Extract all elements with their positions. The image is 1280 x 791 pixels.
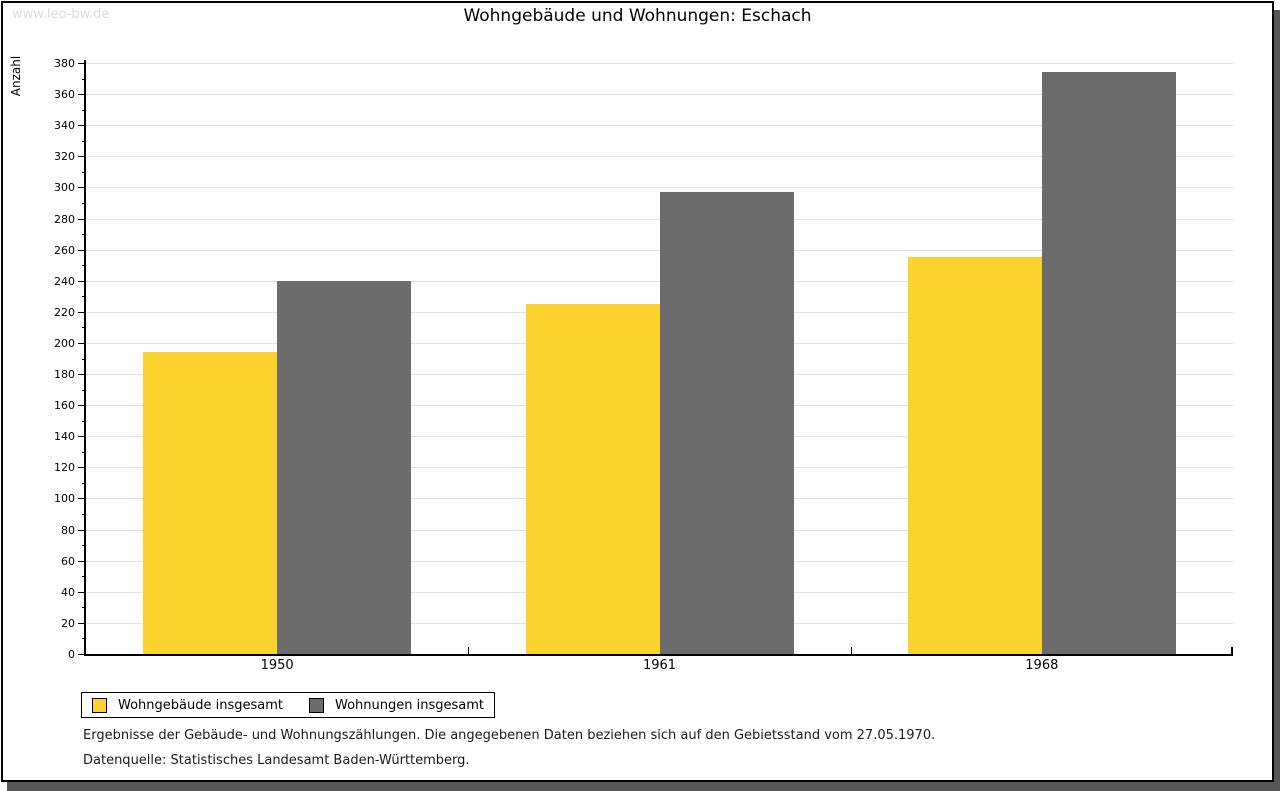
y-axis-title: Anzahl (9, 55, 23, 97)
legend-item-1: Wohnungen insgesamt (309, 697, 484, 713)
legend-swatch-icon (309, 697, 324, 713)
y-tick-label: 220 (54, 305, 75, 319)
x-axis-label: 1961 (642, 658, 677, 673)
y-tick-label: 60 (61, 554, 75, 568)
y-major-tick (78, 529, 86, 531)
category-boundary-tick (468, 647, 470, 654)
legend: Wohngebäude insgesamt Wohnungen insgesamt (81, 692, 495, 718)
y-axis-line (84, 60, 86, 656)
bar-1950-series-1 (277, 280, 412, 654)
y-major-tick (78, 436, 86, 438)
y-tick-label: 100 (54, 492, 75, 506)
bar-1968-series-1 (1041, 72, 1176, 654)
gridline (86, 125, 1233, 127)
y-major-tick (78, 218, 86, 220)
bar-1961-series-0 (525, 304, 660, 654)
y-tick-label: 360 (54, 88, 75, 102)
y-major-tick (78, 622, 86, 624)
bar-1961-series-1 (659, 192, 794, 654)
watermark: www.leo-bw.de (12, 7, 110, 22)
y-tick-label: 300 (54, 181, 75, 195)
x-axis-end-tick (1231, 647, 1233, 654)
y-major-tick (78, 280, 86, 282)
y-major-tick (78, 591, 86, 593)
gridline (86, 63, 1233, 64)
x-axis-label: 1968 (1025, 658, 1059, 673)
gridline (86, 94, 1233, 96)
y-tick-label: 0 (68, 648, 75, 661)
gridline (86, 156, 1233, 158)
y-major-tick (78, 342, 86, 344)
y-major-tick (78, 311, 86, 313)
y-tick-label: 160 (54, 399, 75, 413)
y-tick-label: 200 (54, 336, 75, 350)
legend-item-0: Wohngebäude insgesamt (92, 697, 283, 713)
y-tick-label: 120 (54, 461, 75, 475)
gridline (86, 187, 1233, 189)
legend-label: Wohngebäude insgesamt (118, 697, 283, 713)
y-tick-label: 380 (54, 57, 75, 70)
y-tick-label: 20 (61, 616, 75, 630)
bar-1968-series-0 (907, 257, 1042, 654)
y-tick-label: 340 (54, 119, 75, 133)
y-tick-label: 180 (54, 368, 75, 382)
y-tick-label: 280 (54, 212, 75, 226)
category-boundary-tick (850, 647, 852, 654)
y-major-tick (78, 560, 86, 562)
bar-1950-series-0 (143, 352, 278, 654)
y-major-tick (78, 249, 86, 251)
y-major-tick (78, 654, 86, 655)
y-major-tick (78, 405, 86, 407)
x-axis-label: 1950 (260, 658, 294, 673)
y-major-tick (78, 187, 86, 189)
y-tick-label: 80 (61, 523, 75, 537)
y-major-tick (78, 374, 86, 376)
y-tick-label: 320 (54, 150, 75, 164)
y-major-tick (78, 156, 86, 158)
y-tick-label: 240 (54, 274, 75, 288)
chart-title: Wohngebäude und Wohnungen: Eschach (463, 6, 812, 26)
y-tick-label: 140 (54, 430, 75, 444)
y-tick-label: 260 (54, 243, 75, 257)
footnote-source: Datenquelle: Statistisches Landesamt Bad… (83, 753, 470, 768)
footnote-methodology: Ergebnisse der Gebäude- und Wohnungszähl… (83, 728, 936, 743)
legend-swatch-icon (92, 697, 107, 713)
y-major-tick (78, 498, 86, 500)
y-major-tick (78, 467, 86, 469)
x-axis-line (84, 654, 1233, 656)
legend-label: Wohnungen insgesamt (335, 697, 484, 713)
y-tick-label: 40 (61, 585, 75, 599)
y-major-tick (78, 63, 86, 64)
y-major-tick (78, 94, 86, 96)
y-major-tick (78, 125, 86, 127)
plot-area: 0 20 40 60 80 100 120 140 160 180 200 220 240 260 280 3… (3, 3, 1272, 780)
